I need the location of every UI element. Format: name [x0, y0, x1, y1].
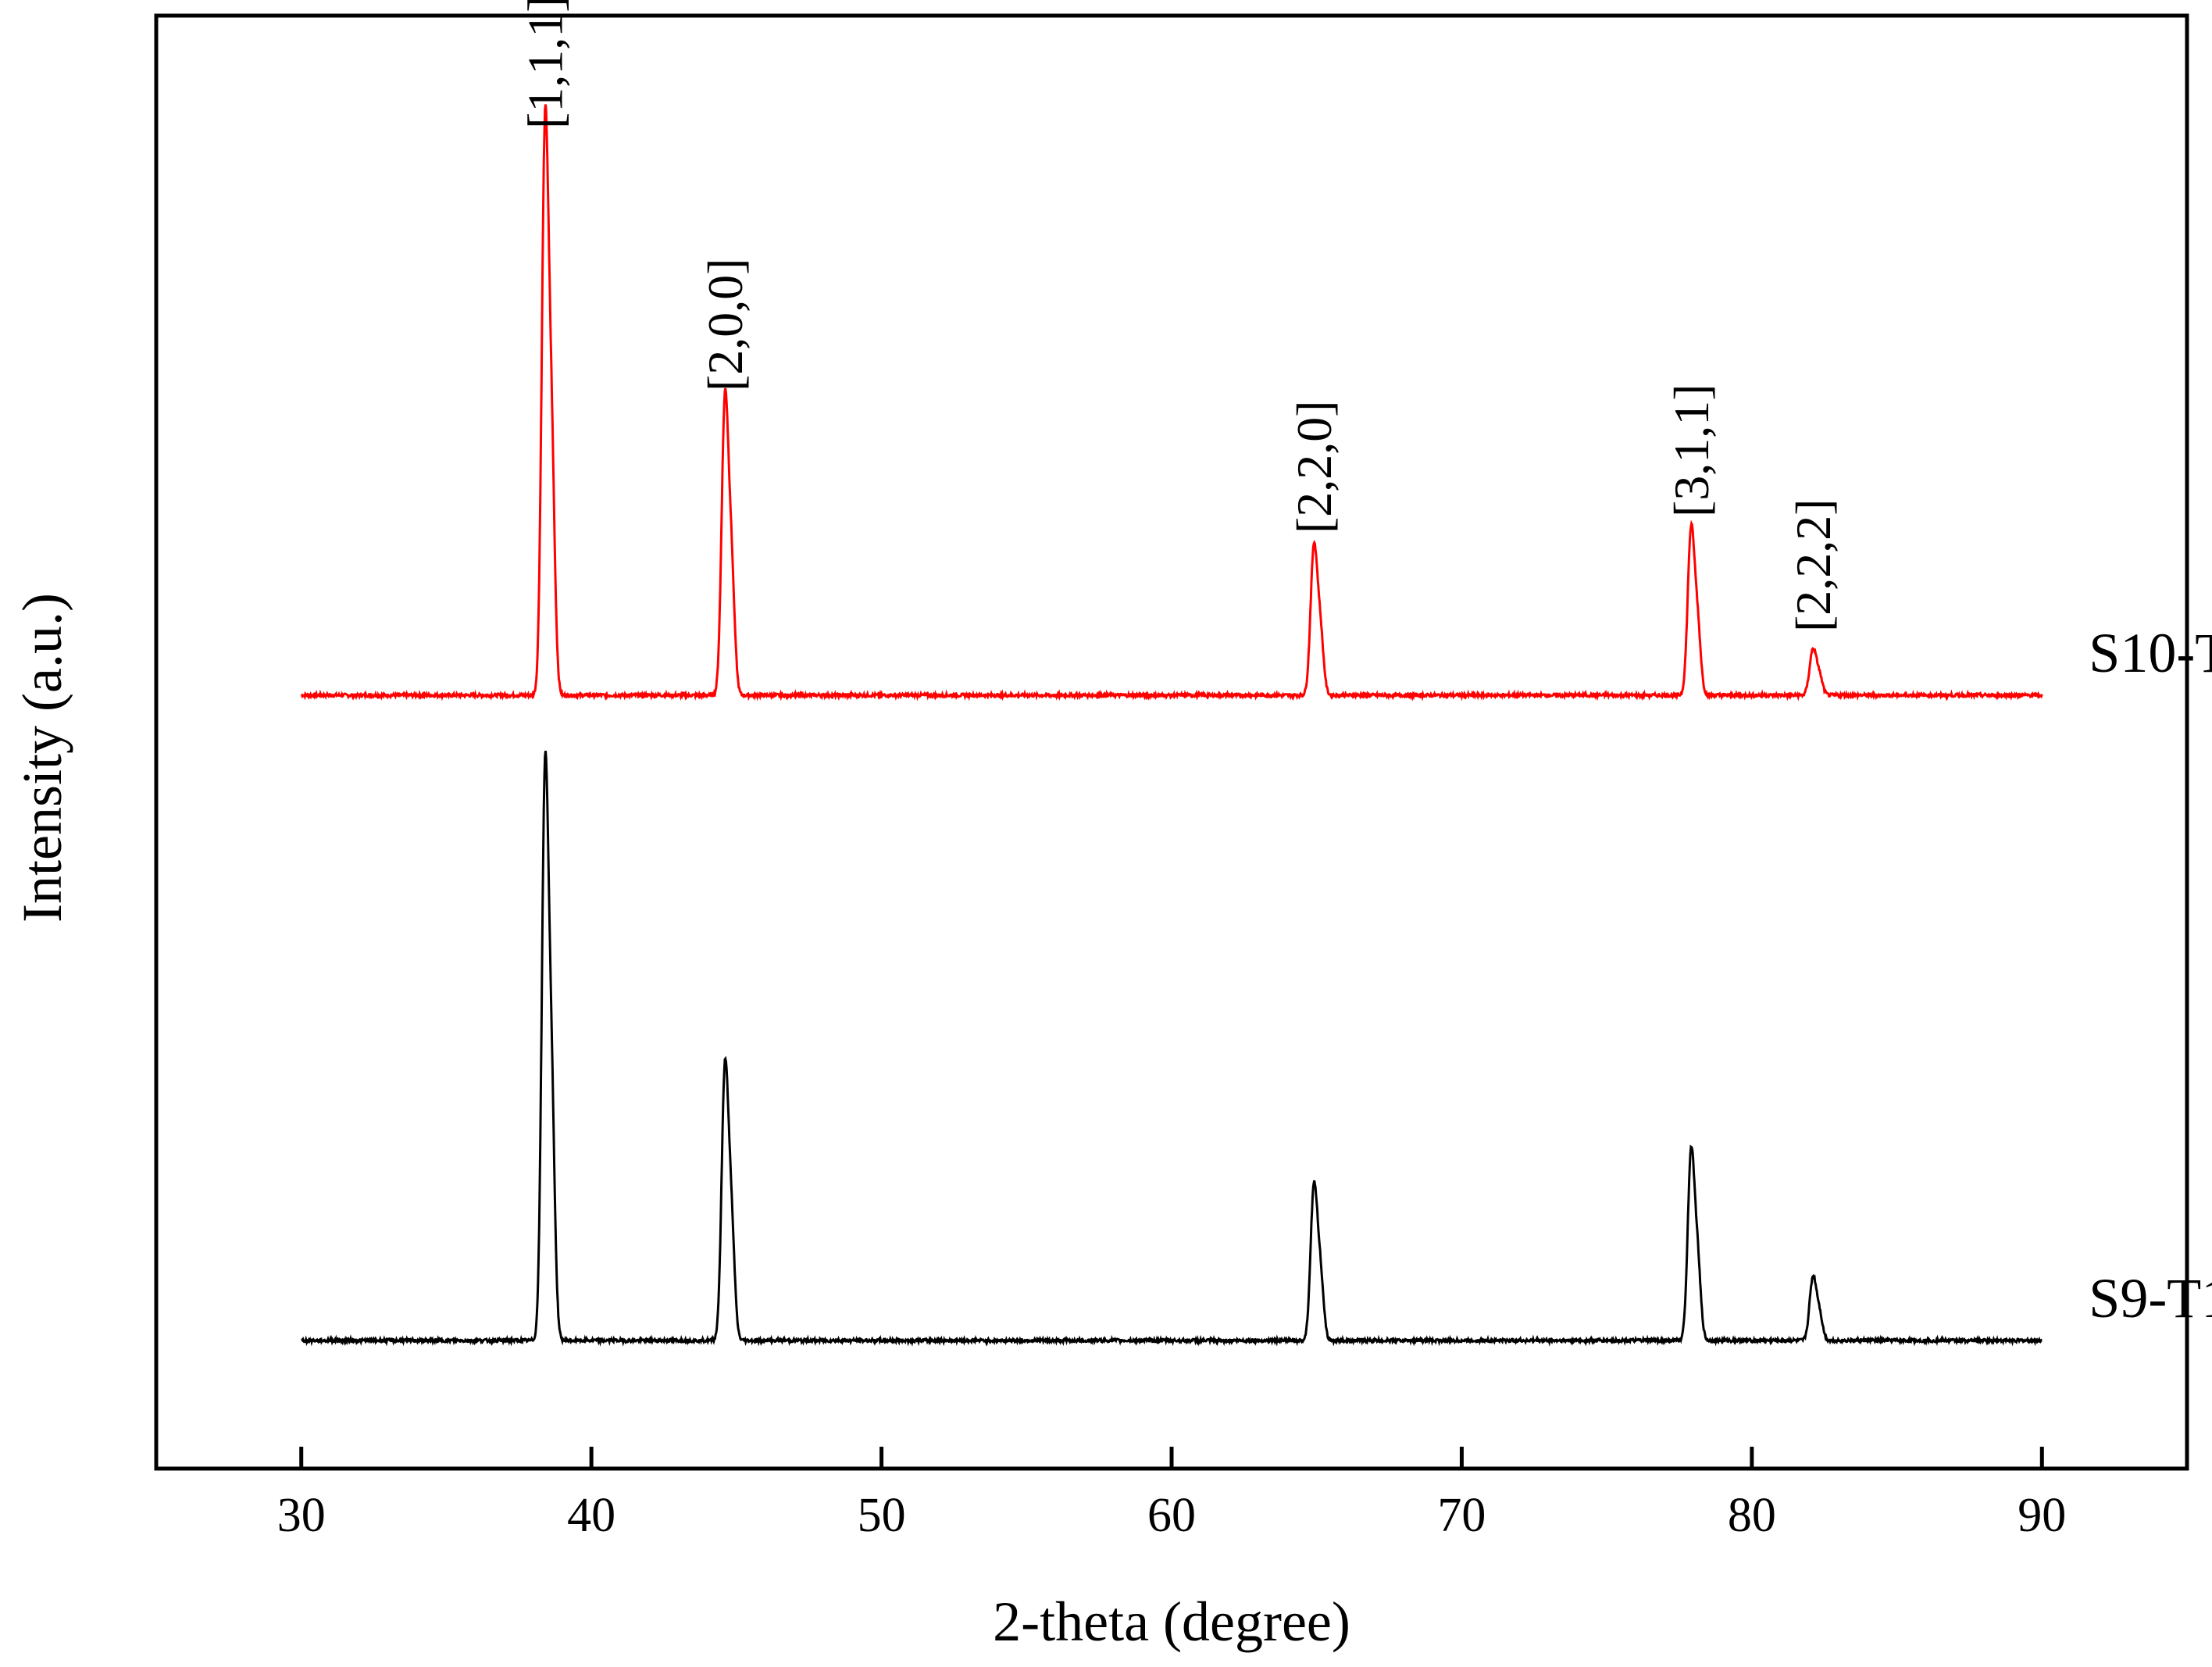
peak-label: [2,2,2]	[1786, 498, 1841, 632]
x-tick-label: 80	[1728, 1489, 1776, 1542]
x-tick-label: 40	[567, 1489, 615, 1542]
series-line	[301, 751, 2043, 1347]
x-tick-label: 30	[277, 1489, 326, 1542]
peak-label: [1,1,1]	[518, 0, 573, 129]
peak-annotations: [1,1,1] [2,0,0] [2,2,0] [3,1,1] [2,2,2]	[518, 0, 1841, 632]
y-axis-label: Intensity (a.u.)	[11, 593, 73, 923]
x-tick-label: 90	[2018, 1489, 2066, 1542]
series-line	[301, 104, 2043, 701]
x-axis-label: 2-theta (degree)	[993, 1590, 1350, 1653]
x-axis-ticks: 30 40 50 60 70 80 90	[277, 1447, 2066, 1542]
series-label: S9-T1	[2089, 1267, 2212, 1330]
x-tick-label: 60	[1147, 1489, 1196, 1542]
series-curves	[301, 104, 2043, 1347]
plot-frame	[154, 13, 2189, 1471]
series-labels: S10-T5 S9-T1	[2089, 622, 2212, 1330]
peak-label: [2,0,0]	[697, 258, 753, 391]
series-label: S10-T5	[2089, 622, 2212, 684]
x-tick-label: 50	[858, 1489, 906, 1542]
peak-label: [3,1,1]	[1664, 384, 1719, 517]
peak-label: [2,2,0]	[1286, 400, 1342, 534]
x-tick-label: 70	[1437, 1489, 1486, 1542]
